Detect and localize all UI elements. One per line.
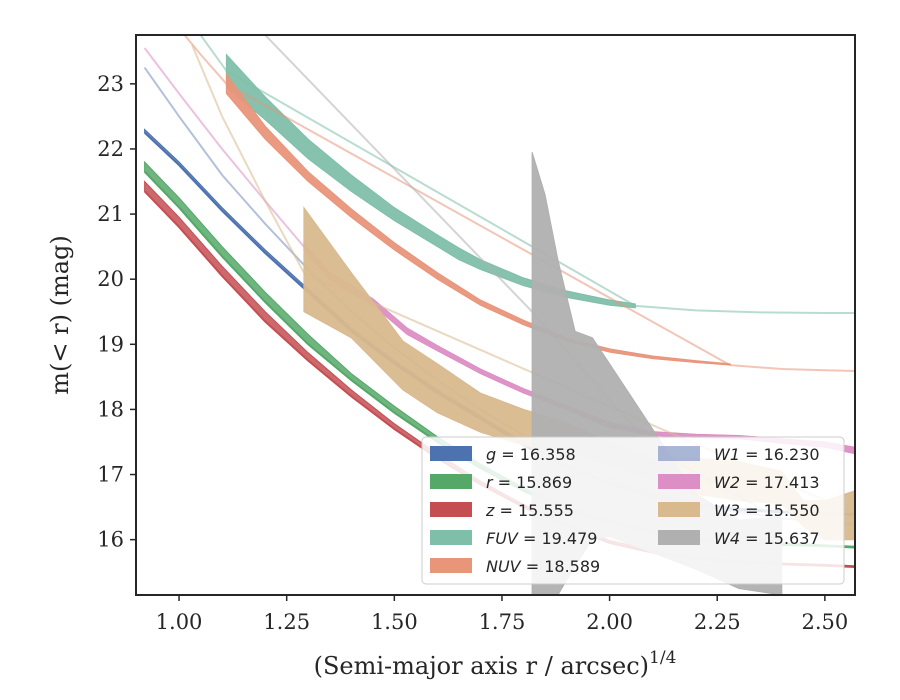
x-tick-label: 2.50 [801, 610, 848, 634]
x-tick-label: 2.25 [694, 610, 741, 634]
legend-box [421, 436, 845, 585]
series-nuv-band [225, 72, 731, 366]
y-tick-label: 20 [97, 267, 124, 291]
y-tick-label: 21 [97, 202, 124, 226]
y-tick-label: 19 [97, 332, 124, 356]
y-tick-label: 16 [97, 528, 124, 552]
legend-label: FUV = 19.479 [486, 529, 597, 548]
legend-swatch [658, 446, 700, 461]
legend-item-w3: W3 = 15.550 [658, 501, 820, 520]
series-w2-extrapolation [143, 47, 305, 248]
legend-label: NUV = 18.589 [486, 557, 600, 576]
x-tick-label: 1.50 [371, 610, 418, 634]
legend-swatch [430, 530, 472, 545]
legend: g = 16.358 r = 15.869 z = 15.555 FUV = 19.4… [421, 436, 845, 585]
legend-item-r: r = 15.869 [430, 473, 572, 492]
legend-item-g: g = 16.358 [430, 445, 576, 464]
y-tick-label: 18 [97, 397, 124, 421]
legend-item-w2: W2 = 17.413 [658, 473, 820, 492]
y-axis-label: m(< r) (mag) [46, 235, 74, 394]
legend-label: r = 15.869 [486, 473, 572, 492]
legend-swatch [658, 502, 700, 517]
legend-item-fuv: FUV = 19.479 [430, 529, 597, 548]
legend-swatch [430, 474, 472, 489]
y-tick-label: 22 [97, 137, 124, 161]
legend-swatch [430, 558, 472, 573]
x-tick-label: 1.75 [479, 610, 526, 634]
y-tick-label: 23 [97, 72, 124, 96]
plot-frame [135, 34, 856, 596]
x-tick-label: 2.00 [586, 610, 633, 634]
legend-label: W4 = 15.637 [714, 529, 820, 548]
legend-label: g = 16.358 [486, 445, 576, 464]
series-nuv-extrapolation [183, 35, 855, 372]
legend-swatch [658, 530, 700, 545]
legend-label: W3 = 15.550 [714, 501, 820, 520]
x-tick-label: 1.25 [263, 610, 310, 634]
legend-item-z: z = 15.555 [430, 501, 574, 520]
x-tick-label: 1.00 [156, 610, 203, 634]
x-axis-label: (Semi-major axis r / arcsec)1/4 [314, 648, 677, 680]
legend-item-nuv: NUV = 18.589 [430, 557, 600, 576]
series-fuv [199, 35, 855, 314]
legend-label: W1 = 16.230 [714, 445, 820, 464]
series-fuv-band [225, 53, 636, 309]
legend-item-w4: W4 = 15.637 [658, 529, 820, 548]
series-nuv [183, 35, 855, 372]
x-axis-label-superscript: 1/4 [649, 648, 676, 668]
y-axis: 16 17 18 19 20 21 22 23 [97, 72, 136, 552]
legend-item-w1: W1 = 16.230 [658, 445, 820, 464]
legend-swatch [430, 502, 472, 517]
legend-label: W2 = 17.413 [714, 473, 820, 492]
series-w3-extrapolation [191, 44, 855, 515]
legend-label: z = 15.555 [485, 501, 574, 520]
y-tick-label: 17 [97, 463, 124, 487]
legend-swatch [430, 446, 472, 461]
legend-swatch [658, 474, 700, 489]
x-axis: 1.00 1.25 1.50 1.75 2.00 2.25 2.50 [156, 595, 848, 634]
